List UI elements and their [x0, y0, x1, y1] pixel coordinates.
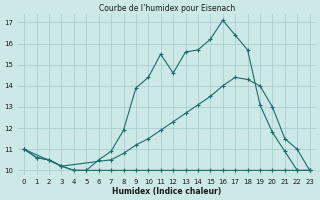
X-axis label: Humidex (Indice chaleur): Humidex (Indice chaleur) [112, 187, 221, 196]
Title: Courbe de l’humidex pour Eisenach: Courbe de l’humidex pour Eisenach [99, 4, 235, 13]
